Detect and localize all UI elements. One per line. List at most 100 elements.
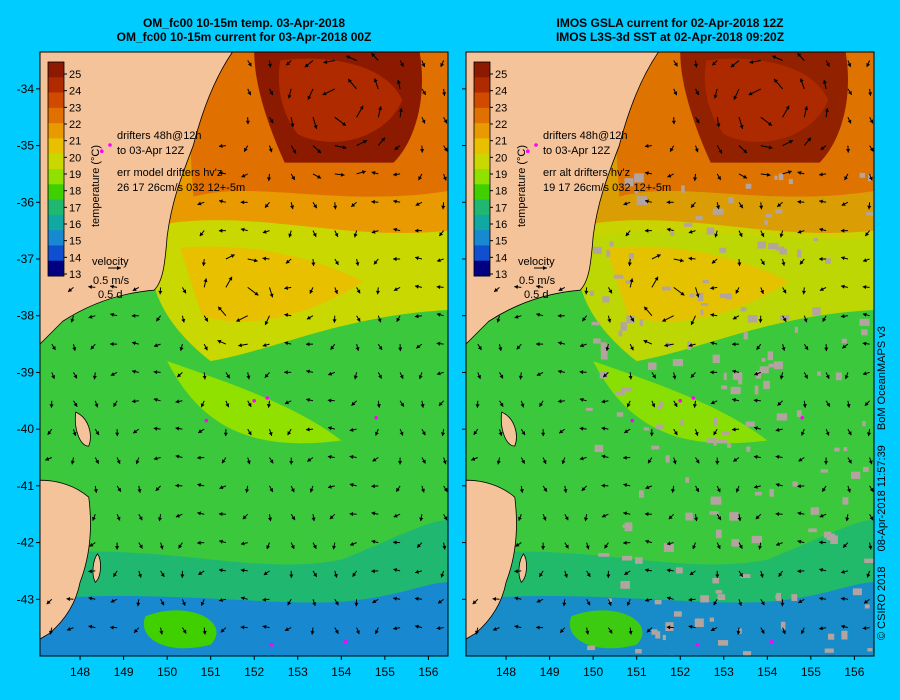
velocity-key-speed: 0.5 m/s (93, 275, 130, 287)
legend-error-line2: 19 17 26cm/s 032 12+-5m (543, 182, 671, 194)
velocity-key-label: velocity (518, 256, 555, 268)
colorbar-tick-label: 20 (495, 152, 507, 164)
cloud-mask-patch (712, 208, 724, 215)
cloud-mask-patch (754, 385, 759, 395)
cloud-mask-patch (851, 471, 861, 479)
cloud-mask-patch (608, 598, 612, 602)
temperature-region (180, 246, 364, 322)
colorbar-tick-label: 21 (495, 136, 507, 148)
cloud-mask-patch (606, 250, 611, 257)
cloud-mask-patch (713, 417, 718, 426)
cloud-mask-patch (591, 321, 600, 326)
cloud-mask-patch (655, 424, 664, 429)
copyright-timestamp: 08-Apr-2018 11:57:39 (876, 445, 888, 552)
longitude-tick-label: 149 (540, 665, 560, 679)
colorbar-label: temperature (°C) (90, 145, 102, 227)
cloud-mask-patch (709, 511, 719, 515)
cloud-mask-patch (662, 286, 671, 291)
model-title-line1: OM_fc00 10-15m temp. 03-Apr-2018 (142, 16, 346, 30)
cloud-mask-patch (620, 322, 627, 331)
copyright-product: BoM OceanMAPS v3 (876, 326, 888, 431)
cloud-mask-patch (754, 491, 762, 496)
cloud-mask-patch (702, 280, 709, 284)
latitude-tick-label: -39 (17, 365, 35, 379)
cloud-mask-patch (651, 445, 660, 450)
cloud-mask-patch (713, 438, 717, 446)
cloud-mask-patch (604, 344, 610, 349)
cloud-mask-patch (763, 380, 770, 389)
cloud-mask-patch (729, 512, 739, 521)
cloud-mask-patch (834, 447, 840, 452)
cloud-mask-patch (624, 178, 634, 187)
cloud-mask-patch (712, 354, 720, 363)
cloud-mask-patch (674, 611, 682, 617)
cloud-mask-patch (780, 315, 790, 321)
cloud-mask-patch (743, 651, 752, 656)
cloud-mask-patch (613, 274, 624, 279)
temperature-region (40, 582, 448, 656)
cloud-mask-patch (728, 197, 734, 204)
velocity-scale-key: velocity 0.5 m/s 0.5 d (518, 256, 556, 301)
cloud-mask-patch (731, 539, 740, 547)
drifter-track (691, 396, 696, 400)
cloud-mask-patch (620, 387, 632, 392)
cloud-mask-patch (715, 590, 723, 594)
cloud-mask-patch (732, 372, 743, 380)
cloud-mask-patch (586, 407, 593, 411)
colorbar-label: temperature (°C) (516, 145, 528, 227)
cloud-mask-patch (681, 185, 685, 193)
cloud-mask-patch (820, 469, 828, 473)
velocity-scale-key: velocity 0.5 m/s 0.5 d (92, 256, 130, 301)
cloud-mask-patch (697, 292, 704, 302)
observed-panel-title: IMOS GSLA current for 02-Apr-2018 12Z IM… (466, 16, 874, 44)
cloud-mask-patch (775, 595, 781, 599)
drifter-track (526, 149, 530, 153)
cloud-mask-patch (866, 212, 874, 216)
cloud-mask-patch (768, 363, 779, 368)
colorbar-tick-label: 16 (69, 219, 81, 231)
cloud-mask-patch (700, 309, 704, 316)
cloud-mask-patch (648, 362, 657, 370)
cloud-mask-patch (710, 496, 722, 505)
cloud-mask-patch (727, 443, 732, 448)
cloud-mask-patch (695, 215, 703, 221)
cloud-mask-patch (861, 329, 868, 336)
cloud-mask-patch (593, 338, 601, 344)
longitude-tick-label: 154 (331, 665, 351, 679)
cloud-mask-patch (852, 588, 862, 596)
longitude-tick-label: 152 (244, 665, 264, 679)
cloud-mask-patch (718, 640, 729, 646)
cloud-mask-patch (589, 290, 594, 296)
latitude-tick-label: -38 (17, 309, 35, 323)
cloud-mask-patch (706, 227, 715, 235)
drifter-track (800, 416, 804, 420)
cloud-mask-patch (759, 366, 769, 374)
longitude-tick-label: 151 (627, 665, 647, 679)
cloud-mask-patch (721, 385, 728, 390)
cloud-mask-patch (867, 648, 873, 652)
longitude-tick-label: 151 (201, 665, 221, 679)
cloud-mask-patch (636, 196, 648, 205)
maria-island (518, 553, 527, 583)
longitude-tick-label: 150 (583, 665, 603, 679)
colorbar-tick-label: 25 (69, 69, 81, 81)
cloud-mask-patch (791, 594, 798, 601)
cloud-mask-patch (663, 543, 674, 552)
cloud-mask-patch (738, 628, 742, 634)
latitude-tick-label: -43 (17, 592, 35, 606)
cloud-mask-patch (634, 190, 639, 194)
legend-error-line2: 26 17 26cm/s 032 12+-5m (117, 182, 245, 194)
tasmania-coast (40, 479, 91, 640)
cloud-mask-patch (622, 555, 633, 561)
cloud-mask-patch (694, 618, 704, 627)
velocity-arrows (45, 52, 448, 635)
cloud-mask-patch (779, 248, 787, 255)
cloud-mask-patch (740, 574, 751, 578)
cloud-mask-patch (730, 386, 741, 395)
cloud-mask-patch (767, 351, 773, 361)
tasmania-coast (466, 479, 517, 640)
cloud-mask-patch (863, 466, 869, 472)
cloud-mask-patch (587, 645, 596, 651)
cloud-mask-patch (812, 307, 821, 316)
drifter-legend: drifters 48h@12h to 03-Apr 12Z err alt dri… (534, 130, 671, 194)
